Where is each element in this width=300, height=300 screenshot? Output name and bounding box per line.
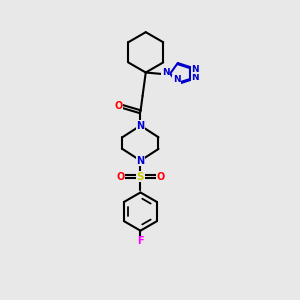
Text: N: N — [136, 121, 145, 130]
Text: S: S — [137, 172, 144, 182]
Text: N: N — [162, 68, 169, 77]
Text: O: O — [156, 172, 164, 182]
Text: N: N — [191, 65, 199, 74]
Text: O: O — [117, 172, 125, 182]
Text: O: O — [115, 101, 123, 112]
Text: N: N — [136, 156, 145, 166]
Text: F: F — [137, 236, 144, 246]
Text: N: N — [173, 75, 181, 84]
Text: N: N — [191, 74, 199, 82]
